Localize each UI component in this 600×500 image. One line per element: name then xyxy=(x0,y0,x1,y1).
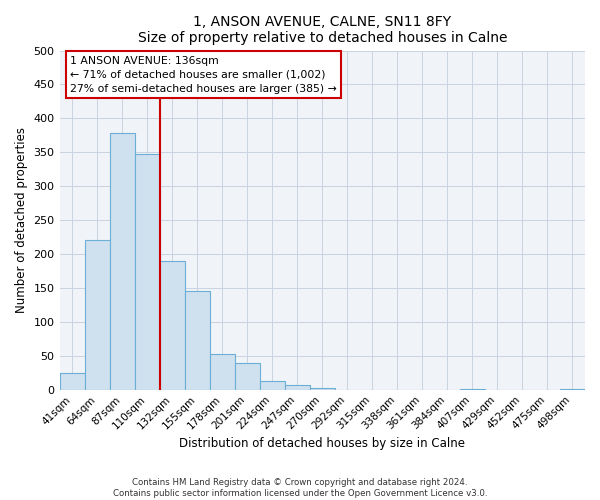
Bar xyxy=(260,381,285,390)
Bar xyxy=(209,354,235,390)
Text: 1 ANSON AVENUE: 136sqm
← 71% of detached houses are smaller (1,002)
27% of semi-: 1 ANSON AVENUE: 136sqm ← 71% of detached… xyxy=(70,56,337,94)
Bar xyxy=(134,154,160,390)
Bar xyxy=(185,292,209,390)
Bar xyxy=(160,261,185,390)
Y-axis label: Number of detached properties: Number of detached properties xyxy=(15,127,28,313)
Bar xyxy=(235,362,260,390)
Text: Contains HM Land Registry data © Crown copyright and database right 2024.
Contai: Contains HM Land Registry data © Crown c… xyxy=(113,478,487,498)
Bar xyxy=(59,373,85,390)
Bar xyxy=(85,240,110,390)
Bar xyxy=(285,385,310,390)
Bar xyxy=(560,389,585,390)
X-axis label: Distribution of detached houses by size in Calne: Distribution of detached houses by size … xyxy=(179,437,465,450)
Bar xyxy=(460,389,485,390)
Bar xyxy=(110,134,134,390)
Bar xyxy=(310,388,335,390)
Title: 1, ANSON AVENUE, CALNE, SN11 8FY
Size of property relative to detached houses in: 1, ANSON AVENUE, CALNE, SN11 8FY Size of… xyxy=(137,15,507,45)
